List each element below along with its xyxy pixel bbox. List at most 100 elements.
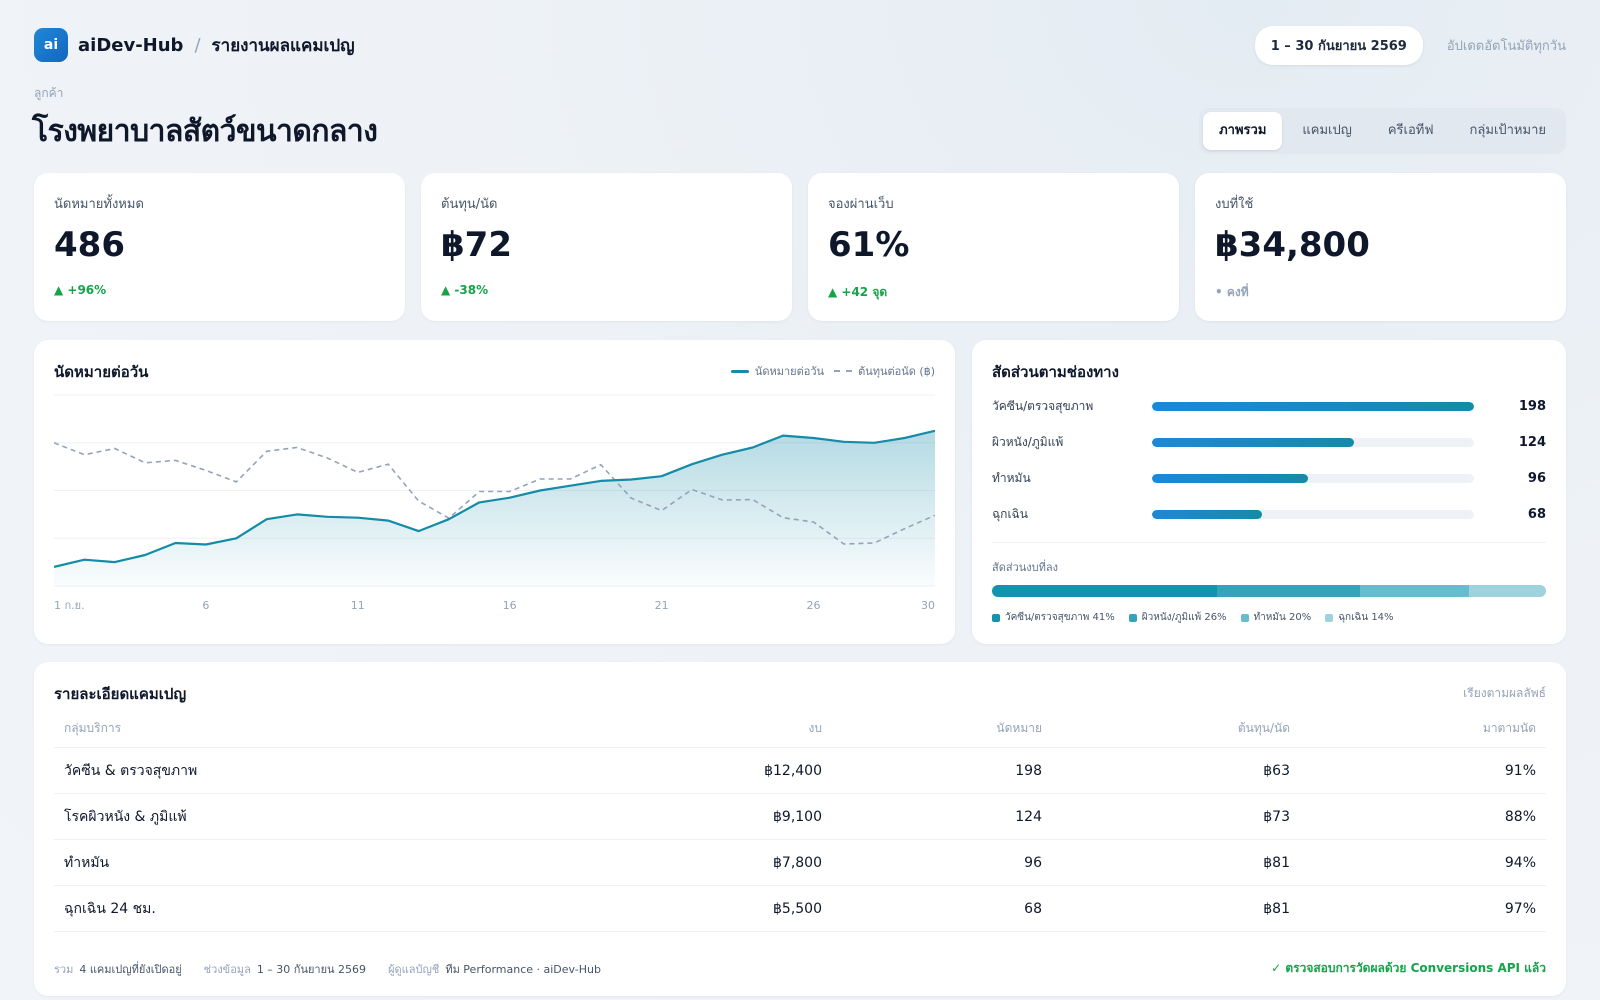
kpi-card-cost-per-appointment: ต้นทุน/นัด ฿72 ▲ -38% — [421, 173, 792, 321]
budget-share-legend: วัคซีน/ตรวจสุขภาพ 41% ผิวหนัง/ภูมิแพ้ 26%… — [992, 610, 1408, 625]
header-show-rate[interactable]: มาตามนัด — [1482, 721, 1536, 735]
channel-label: ผิวหนัง/ภูมิแพ้ — [992, 434, 1064, 449]
line-chart: 1 ก.ย. 6 11 16 21 26 30 — [54, 394, 935, 612]
cell-budget: ฿5,500 — [773, 901, 822, 917]
x-tick-label: 30 — [921, 599, 935, 612]
channel-bar-track — [1152, 401, 1474, 411]
cell-cost-per-appointment: ฿73 — [1263, 809, 1290, 825]
breadcrumb-separator: / — [194, 34, 201, 56]
top-bar-right: 1 – 30 กันยายน 2569 อัปเดตอัตโนมัติทุกวั… — [1254, 25, 1566, 65]
table-row[interactable]: ทำหมัน ฿7,800 96 ฿81 94% — [54, 840, 1546, 886]
cell-show-rate: 91% — [1504, 763, 1536, 779]
cell-service-group: วัคซีน & ตรวจสุขภาพ — [64, 763, 198, 779]
channel-bar-fill — [1152, 401, 1474, 411]
budget-share-legend-item: วัคซีน/ตรวจสุขภาพ 41% — [992, 610, 1115, 625]
header-appointments[interactable]: นัดหมาย — [996, 721, 1042, 735]
header-service-group[interactable]: กลุ่มบริการ — [64, 721, 122, 735]
channel-row: ผิวหนัง/ภูมิแพ้ 124 — [992, 432, 1546, 452]
legend-dot — [1128, 613, 1137, 622]
table-row[interactable]: วัคซีน & ตรวจสุขภาพ ฿12,400 198 ฿63 91% — [54, 748, 1546, 794]
kpi-value: 486 — [54, 225, 125, 265]
legend-item-cost: ต้นทุนต่อนัด (฿) — [834, 362, 935, 380]
campaign-table: กลุ่มบริการ งบ นัดหมาย ต้นทุน/นัด มาตามน… — [54, 708, 1546, 932]
daily-appointments-chart-card: นัดหมายต่อวัน นัดหมายต่อวัน ต้นทุนต่อนัด… — [34, 340, 955, 644]
sort-control[interactable]: เรียงตามผลลัพธ์ — [1463, 686, 1546, 700]
legend-label: ผิวหนัง/ภูมิแพ้ 26% — [1141, 612, 1227, 623]
footer-period-label: ช่วงข้อมูล — [203, 962, 251, 976]
legend-label: นัดหมายต่อวัน — [754, 365, 825, 378]
cell-cost-per-appointment: ฿81 — [1263, 855, 1290, 871]
channel-label: ทำหมัน — [992, 470, 1031, 485]
logo-text: ai — [43, 37, 59, 53]
kpi-label: จองผ่านเว็บ — [828, 197, 894, 212]
legend-label: ทำหมัน 20% — [1253, 612, 1312, 623]
kpi-value: ฿34,800 — [1215, 225, 1370, 265]
date-range-picker[interactable]: 1 – 30 กันยายน 2569 — [1254, 25, 1423, 65]
legend-label: ต้นทุนต่อนัด (฿) — [858, 365, 935, 378]
cell-service-group: ทำหมัน — [64, 855, 110, 871]
cost-per-appointment-line — [54, 442, 935, 545]
channel-bar-fill — [1152, 473, 1309, 483]
channel-row: ทำหมัน 96 — [992, 468, 1546, 488]
tab-campaigns[interactable]: แคมเปญ — [1302, 123, 1352, 138]
cell-cost-per-appointment: ฿81 — [1263, 901, 1290, 917]
channel-value: 124 — [1518, 434, 1546, 450]
budget-share-legend-item: ฉุกเฉิน 14% — [1325, 610, 1394, 625]
cell-appointments: 124 — [1015, 809, 1042, 825]
client-label: ลูกค้า — [34, 86, 64, 100]
chart-legend: นัดหมายต่อวัน ต้นทุนต่อนัด (฿) — [721, 362, 935, 380]
budget-share-label: สัดส่วนงบที่ลง — [992, 561, 1058, 574]
tab-audiences[interactable]: กลุ่มเป้าหมาย — [1469, 123, 1546, 138]
kpi-value: 61% — [828, 225, 910, 265]
tab-overview[interactable]: ภาพรวม — [1203, 112, 1283, 150]
table-row[interactable]: โรคผิวหนัง & ภูมิแพ้ ฿9,100 124 ฿73 88% — [54, 794, 1546, 840]
x-tick-label: 16 — [503, 599, 517, 612]
logo[interactable]: ai — [34, 28, 68, 62]
brand-name[interactable]: aiDev-Hub — [78, 34, 184, 56]
x-tick-label: 26 — [806, 599, 820, 612]
x-tick-label: 6 — [202, 599, 209, 612]
legend-item-appointments: นัดหมายต่อวัน — [730, 362, 825, 380]
x-tick-label: 21 — [655, 599, 669, 612]
header-cost-per-appointment[interactable]: ต้นทุน/นัด — [1237, 721, 1290, 735]
budget-share-segment — [992, 585, 1217, 597]
channel-share-card: สัดส่วนตามช่องทาง วัคซีน/ตรวจสุขภาพ 198 ผิ… — [972, 340, 1566, 644]
footer-owner-label: ผู้ดูแลบัญชี — [388, 962, 440, 976]
channel-value: 68 — [1527, 506, 1546, 522]
chart-title: นัดหมายต่อวัน — [54, 363, 149, 381]
cell-budget: ฿9,100 — [773, 809, 822, 825]
channel-bar-track — [1152, 509, 1474, 519]
cell-appointments: 68 — [1024, 901, 1042, 917]
x-tick-label: 11 — [351, 599, 365, 612]
budget-share-bar — [992, 585, 1546, 597]
page-title: โรงพยาบาลสัตว์ขนาดกลาง — [32, 114, 378, 149]
view-tabs: ภาพรวม แคมเปญ ครีเอทีฟ กลุ่มเป้าหมาย — [1199, 108, 1566, 154]
footer-period-value: 1 – 30 กันยายน 2569 — [256, 962, 367, 976]
kpi-label: งบที่ใช้ — [1215, 197, 1254, 212]
tab-creatives[interactable]: ครีเอทีฟ — [1387, 123, 1434, 138]
campaign-details-card: รายละเอียดแคมเปญ เรียงตามผลลัพธ์ กลุ่มบร… — [34, 662, 1566, 996]
budget-share-segment — [1359, 585, 1470, 597]
channel-bar-track — [1152, 437, 1474, 447]
table-title: รายละเอียดแคมเปญ — [54, 685, 187, 703]
header-budget[interactable]: งบ — [808, 721, 822, 735]
budget-share-segment — [1216, 585, 1360, 597]
cell-appointments: 96 — [1024, 855, 1042, 871]
channel-bar-fill — [1152, 509, 1263, 519]
cell-show-rate: 94% — [1504, 855, 1536, 871]
cell-show-rate: 88% — [1504, 809, 1536, 825]
legend-dot — [992, 613, 1000, 622]
cell-budget: ฿12,400 — [764, 763, 822, 779]
legend-swatch-dashed — [834, 370, 853, 372]
budget-share-legend-item: ทำหมัน 20% — [1240, 610, 1312, 625]
kpi-delta: ▲ +42 จุด — [828, 285, 888, 299]
channel-bar-fill — [1152, 437, 1354, 447]
legend-dot — [1325, 613, 1334, 622]
table-row[interactable]: ฉุกเฉิน 24 ชม. ฿5,500 68 ฿81 97% — [54, 886, 1546, 932]
channel-card-title: สัดส่วนตามช่องทาง — [992, 363, 1119, 381]
top-bar: ai aiDev-Hub / รายงานผลแคมเปญ 1 – 30 กัน… — [34, 25, 1566, 65]
channel-value: 96 — [1527, 470, 1546, 486]
x-tick-label: 1 ก.ย. — [54, 599, 85, 612]
kpi-card-web-booking: จองผ่านเว็บ 61% ▲ +42 จุด — [808, 173, 1179, 321]
channel-value: 198 — [1518, 398, 1546, 414]
